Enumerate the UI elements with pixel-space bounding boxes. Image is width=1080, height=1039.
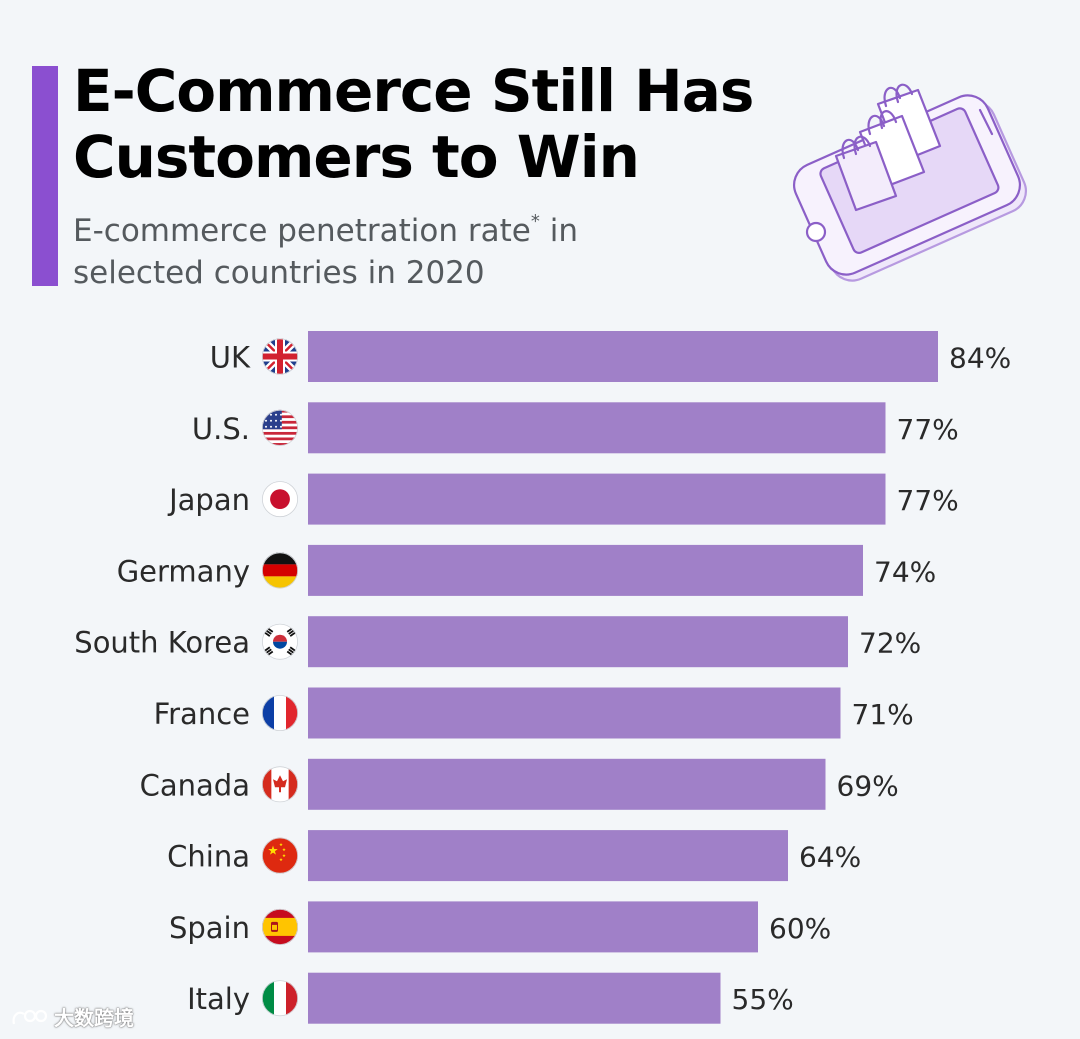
- bar-row: U.S. 77%: [192, 402, 959, 454]
- bar: [308, 331, 938, 382]
- chart-subtitle: E-commerce penetration rate* in selected…: [73, 210, 578, 294]
- value-label: 69%: [837, 769, 899, 802]
- category-label: U.S.: [192, 412, 250, 446]
- ca-flag-icon: [261, 766, 298, 803]
- jp-flag-icon: [261, 481, 298, 518]
- bar-row: France 71%: [154, 687, 914, 739]
- category-label: Japan: [167, 483, 250, 517]
- kr-flag-icon: [261, 623, 298, 660]
- value-label: 84%: [949, 342, 1011, 375]
- title-accent-bar: [32, 66, 58, 286]
- subtitle-line-2: selected countries in 2020: [73, 255, 485, 291]
- value-label: 77%: [897, 413, 959, 446]
- phone-shopping-bags-illustration-icon: [793, 83, 1027, 282]
- title-line-2: Customers to Win: [73, 123, 640, 191]
- value-label: 60%: [769, 912, 831, 945]
- bar-row: Spain 60%: [169, 901, 831, 953]
- us-flag-icon: [261, 409, 298, 446]
- bar-row: Italy 55%: [187, 972, 794, 1024]
- value-label: 55%: [732, 983, 794, 1016]
- subtitle-text-end: in: [539, 213, 578, 249]
- watermark: 大数跨境: [10, 1002, 134, 1031]
- value-label: 71%: [852, 698, 914, 731]
- bar: [308, 687, 841, 739]
- bar-row: UK 84%: [210, 331, 1011, 382]
- value-label: 64%: [799, 841, 861, 874]
- category-label: China: [167, 840, 250, 874]
- footnote-marker: *: [530, 211, 540, 232]
- category-label: South Korea: [74, 626, 250, 660]
- bar: [308, 972, 721, 1024]
- bar: [308, 473, 886, 525]
- category-label: UK: [210, 341, 251, 375]
- watermark-logo-icon: [12, 1009, 48, 1024]
- category-label: France: [154, 697, 250, 731]
- category-label: Germany: [117, 554, 250, 588]
- title-line-1: E-Commerce Still Has: [73, 57, 754, 125]
- watermark-text: 大数跨境: [54, 1006, 134, 1030]
- bar-row: Germany 74%: [117, 544, 936, 596]
- bar: [308, 830, 788, 882]
- bar: [308, 758, 826, 810]
- bar: [308, 616, 848, 668]
- bar-row: Canada 69%: [140, 758, 899, 810]
- it-flag-icon: [261, 980, 298, 1017]
- es-flag-icon: [261, 908, 298, 945]
- bar: [308, 402, 886, 454]
- bar-row: South Korea 72%: [74, 616, 921, 668]
- chart-title: E-Commerce Still Has Customers to Win: [73, 57, 754, 191]
- subtitle-text: E-commerce penetration rate: [73, 213, 531, 249]
- category-label: Italy: [187, 982, 250, 1016]
- fr-flag-icon: [261, 695, 298, 732]
- cn-flag-icon: [261, 837, 298, 874]
- bar: [308, 901, 758, 953]
- bar-row: Japan 77%: [167, 473, 959, 525]
- value-label: 74%: [874, 555, 936, 588]
- category-label: Spain: [169, 911, 250, 945]
- de-flag-icon: [261, 552, 298, 589]
- category-label: Canada: [140, 768, 250, 802]
- bar: [308, 544, 863, 596]
- gb-flag-icon: [261, 338, 298, 375]
- value-label: 77%: [897, 484, 959, 517]
- value-label: 72%: [859, 627, 921, 660]
- bar-row: China 64%: [167, 830, 861, 882]
